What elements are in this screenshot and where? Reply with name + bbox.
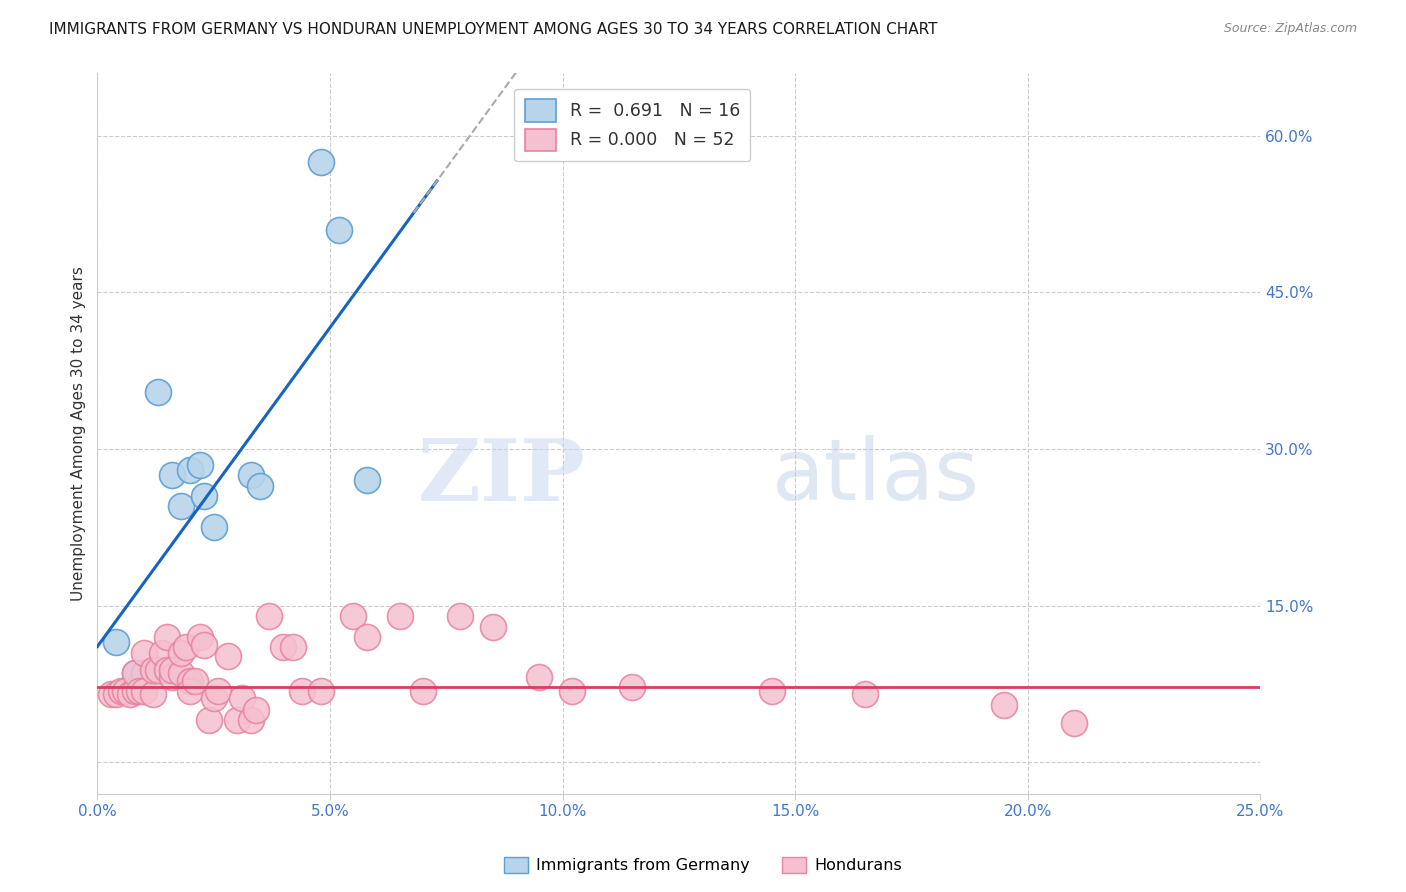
Text: IMMIGRANTS FROM GERMANY VS HONDURAN UNEMPLOYMENT AMONG AGES 30 TO 34 YEARS CORRE: IMMIGRANTS FROM GERMANY VS HONDURAN UNEM…: [49, 22, 938, 37]
Point: [356, 630, 378, 644]
Point: [239, 468, 262, 483]
Point: [142, 687, 165, 701]
Point: [124, 666, 146, 681]
Text: ZIP: ZIP: [418, 434, 586, 518]
Point: [761, 684, 783, 698]
Point: [225, 714, 247, 728]
Point: [309, 154, 332, 169]
Point: [179, 684, 201, 698]
Point: [481, 619, 503, 633]
Point: [328, 222, 350, 236]
Point: [184, 673, 207, 688]
Legend: R =  0.691   N = 16, R = 0.000   N = 52: R = 0.691 N = 16, R = 0.000 N = 52: [515, 89, 751, 161]
Point: [291, 684, 314, 698]
Point: [152, 646, 174, 660]
Point: [239, 714, 262, 728]
Legend: Immigrants from Germany, Hondurans: Immigrants from Germany, Hondurans: [498, 850, 908, 880]
Point: [160, 468, 183, 483]
Point: [100, 687, 122, 701]
Point: [529, 670, 551, 684]
Point: [179, 463, 201, 477]
Point: [124, 684, 146, 698]
Point: [188, 630, 211, 644]
Point: [146, 384, 169, 399]
Point: [124, 666, 146, 681]
Point: [132, 646, 155, 660]
Point: [281, 640, 304, 655]
Point: [193, 489, 215, 503]
Point: [156, 664, 179, 678]
Point: [309, 684, 332, 698]
Point: [245, 703, 267, 717]
Text: Source: ZipAtlas.com: Source: ZipAtlas.com: [1223, 22, 1357, 36]
Y-axis label: Unemployment Among Ages 30 to 34 years: Unemployment Among Ages 30 to 34 years: [72, 266, 86, 600]
Point: [170, 666, 193, 681]
Point: [1063, 715, 1085, 730]
Point: [231, 690, 253, 705]
Point: [114, 684, 136, 698]
Text: atlas: atlas: [772, 435, 980, 518]
Point: [193, 638, 215, 652]
Point: [561, 684, 583, 698]
Point: [217, 648, 239, 663]
Point: [249, 478, 271, 492]
Point: [853, 687, 876, 701]
Point: [104, 687, 127, 701]
Point: [132, 666, 155, 681]
Point: [621, 680, 644, 694]
Point: [142, 664, 165, 678]
Point: [207, 684, 229, 698]
Point: [160, 670, 183, 684]
Point: [388, 609, 411, 624]
Point: [146, 664, 169, 678]
Point: [342, 609, 364, 624]
Point: [156, 630, 179, 644]
Point: [128, 684, 150, 698]
Point: [179, 673, 201, 688]
Point: [132, 684, 155, 698]
Point: [170, 646, 193, 660]
Point: [202, 520, 225, 534]
Point: [449, 609, 471, 624]
Point: [160, 664, 183, 678]
Point: [198, 714, 221, 728]
Point: [273, 640, 295, 655]
Point: [118, 687, 141, 701]
Point: [356, 473, 378, 487]
Point: [188, 458, 211, 472]
Point: [412, 684, 434, 698]
Point: [110, 684, 132, 698]
Point: [993, 698, 1015, 712]
Point: [259, 609, 281, 624]
Point: [104, 635, 127, 649]
Point: [174, 640, 197, 655]
Point: [132, 666, 155, 681]
Point: [202, 690, 225, 705]
Point: [170, 500, 193, 514]
